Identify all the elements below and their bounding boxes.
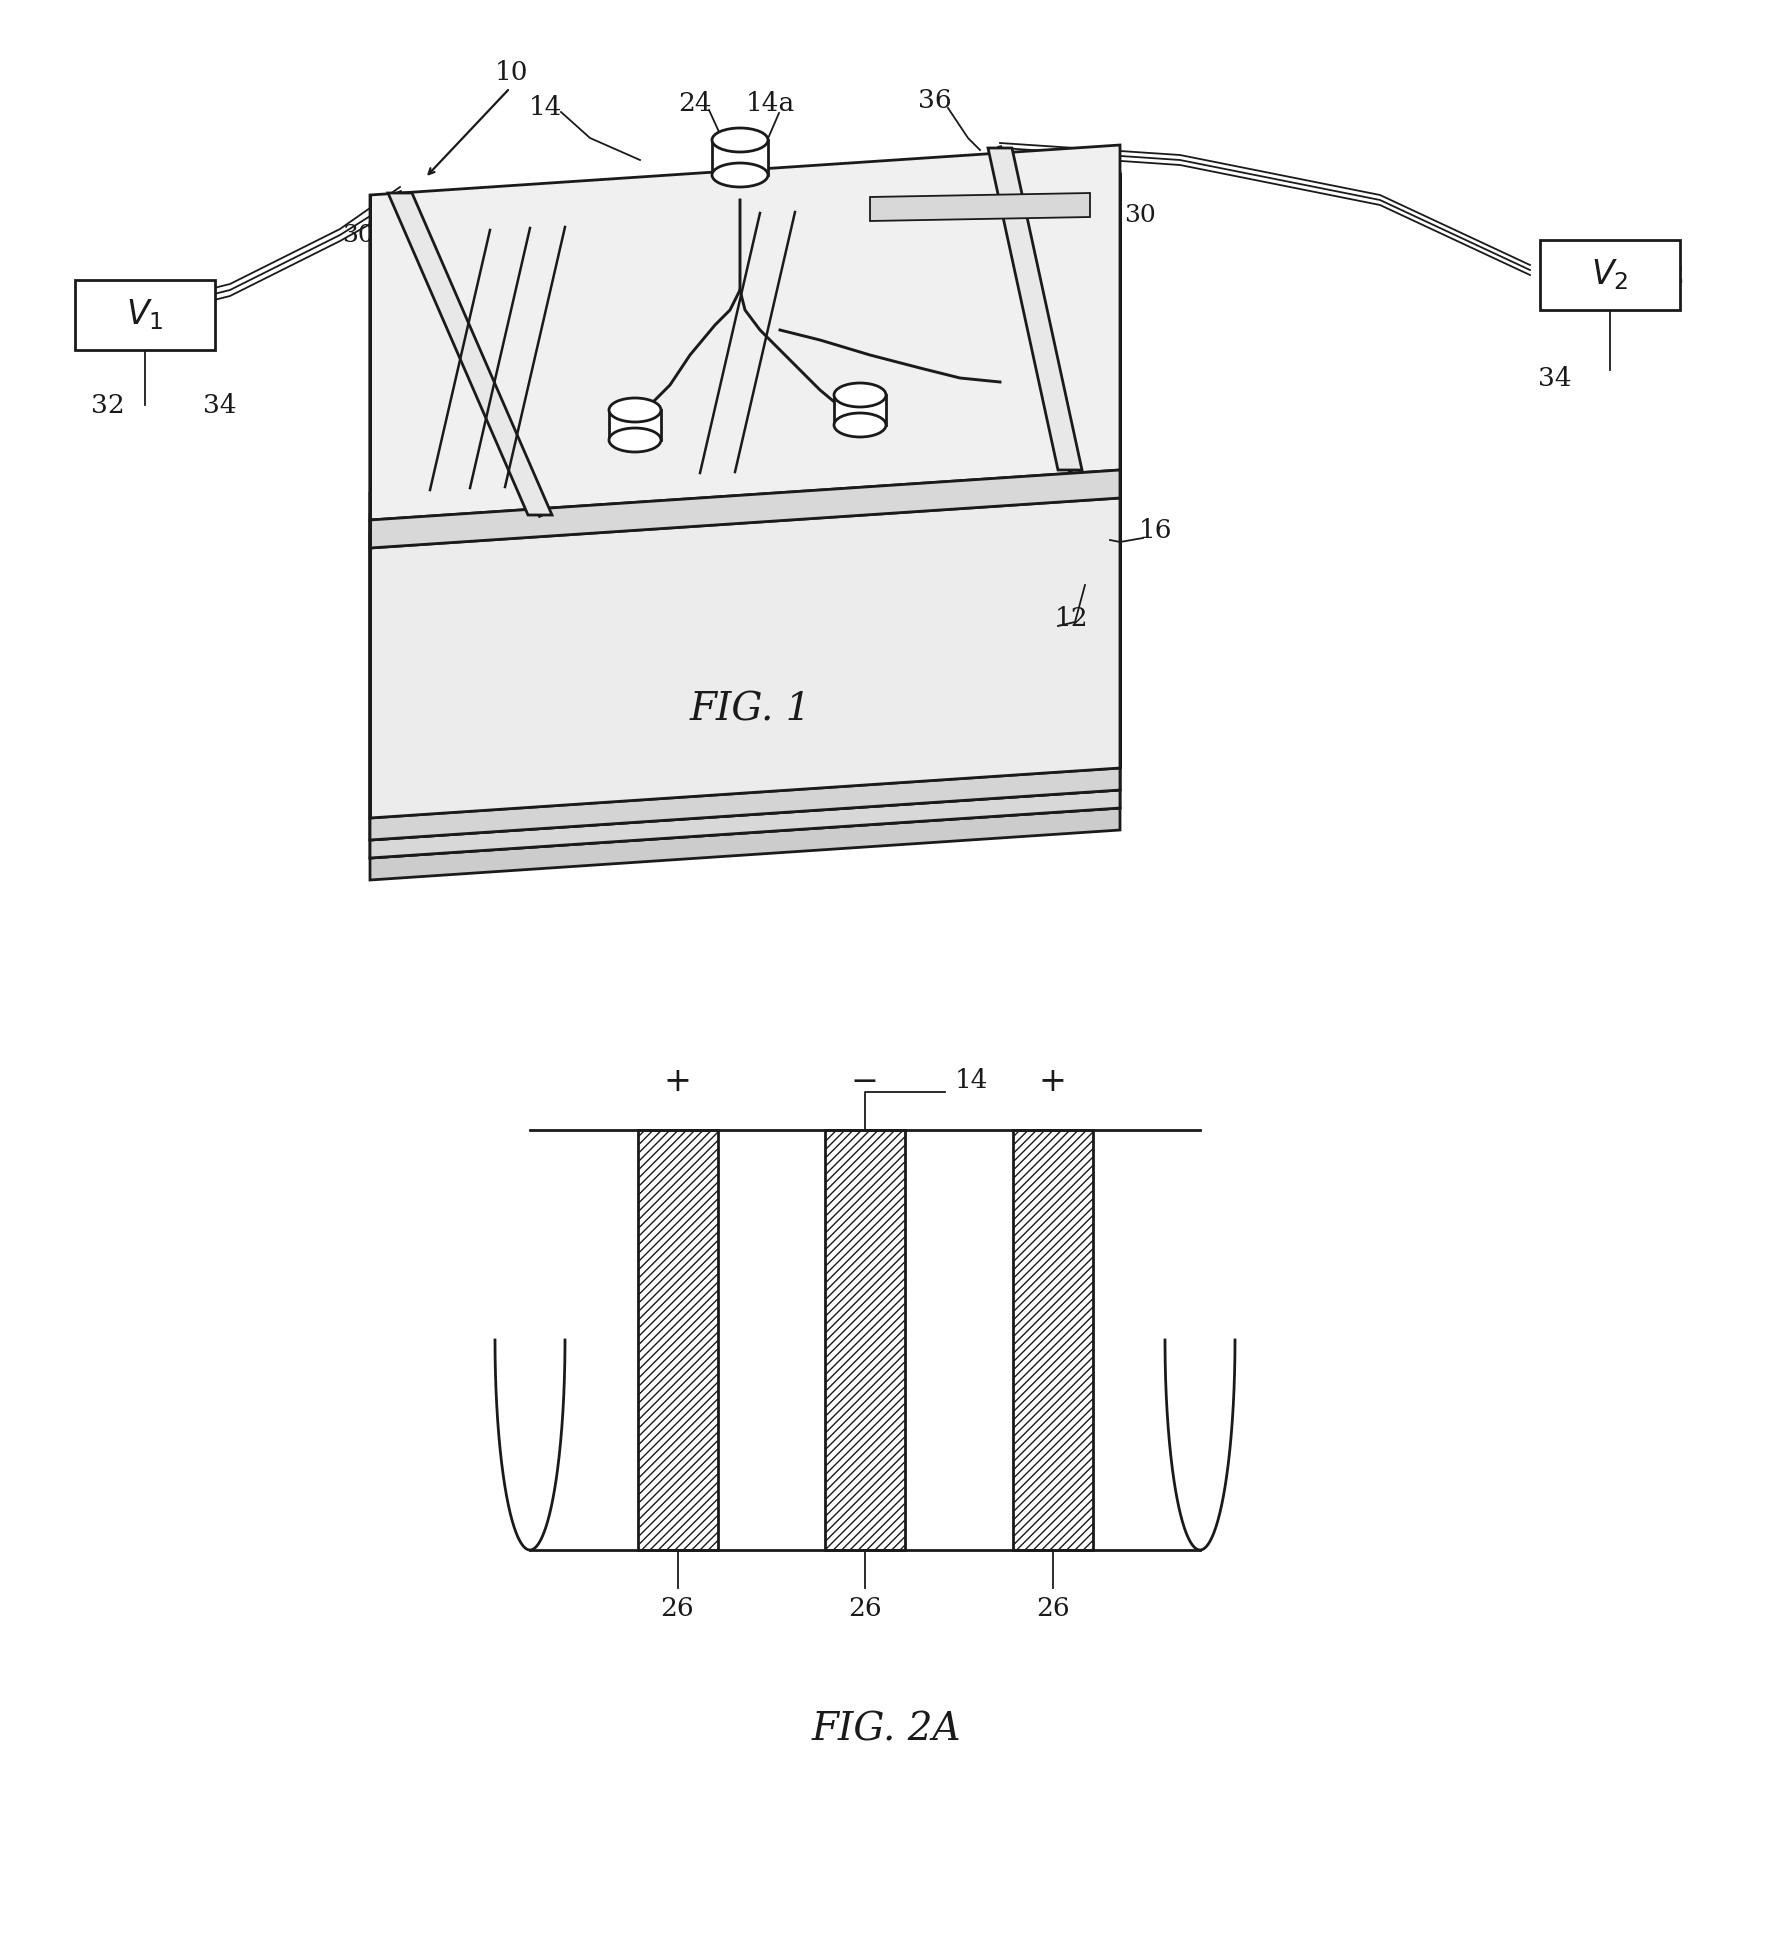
Text: 32: 32 bbox=[90, 393, 124, 418]
Polygon shape bbox=[371, 497, 1121, 819]
Text: 28: 28 bbox=[1064, 184, 1096, 207]
Text: 26: 26 bbox=[844, 244, 876, 267]
Polygon shape bbox=[371, 470, 1121, 548]
FancyBboxPatch shape bbox=[713, 139, 768, 174]
Polygon shape bbox=[371, 768, 1121, 840]
Text: $V_2$: $V_2$ bbox=[1592, 257, 1629, 292]
Text: 24: 24 bbox=[679, 91, 711, 116]
Text: 10: 10 bbox=[495, 60, 528, 85]
Text: 26: 26 bbox=[578, 257, 608, 279]
Text: 14: 14 bbox=[528, 95, 562, 120]
Ellipse shape bbox=[833, 383, 886, 406]
Text: FIG. 2A: FIG. 2A bbox=[812, 1711, 961, 1749]
Polygon shape bbox=[371, 443, 1121, 819]
Text: 26: 26 bbox=[847, 1596, 881, 1620]
FancyBboxPatch shape bbox=[608, 410, 661, 439]
FancyBboxPatch shape bbox=[833, 395, 886, 426]
Text: 26: 26 bbox=[784, 252, 816, 275]
Text: −: − bbox=[851, 1066, 879, 1097]
Text: 34: 34 bbox=[204, 393, 238, 418]
Polygon shape bbox=[371, 484, 1121, 857]
Text: 34: 34 bbox=[1539, 366, 1573, 391]
Text: 14: 14 bbox=[956, 1068, 989, 1093]
Polygon shape bbox=[988, 147, 1082, 470]
Text: 30: 30 bbox=[1124, 203, 1156, 226]
Text: $V_1$: $V_1$ bbox=[126, 298, 163, 333]
Bar bbox=[1541, 240, 1681, 310]
Text: 14a: 14a bbox=[745, 91, 794, 116]
Ellipse shape bbox=[608, 428, 661, 453]
Text: 28: 28 bbox=[622, 184, 654, 207]
Text: FIG. 1: FIG. 1 bbox=[690, 691, 810, 728]
Polygon shape bbox=[371, 172, 1121, 548]
Bar bbox=[1012, 1130, 1092, 1550]
Polygon shape bbox=[871, 194, 1090, 221]
Ellipse shape bbox=[608, 399, 661, 422]
Text: 16: 16 bbox=[1138, 517, 1172, 542]
Polygon shape bbox=[371, 789, 1121, 857]
Text: 32: 32 bbox=[1651, 263, 1684, 288]
Text: 26: 26 bbox=[661, 1596, 695, 1620]
Bar bbox=[74, 281, 215, 350]
Bar bbox=[824, 1130, 904, 1550]
Polygon shape bbox=[371, 809, 1121, 880]
Text: 18: 18 bbox=[567, 406, 599, 430]
Text: 26: 26 bbox=[718, 259, 750, 281]
Ellipse shape bbox=[833, 412, 886, 437]
Polygon shape bbox=[371, 464, 1121, 840]
Text: 14b: 14b bbox=[594, 381, 642, 404]
Text: 30: 30 bbox=[342, 224, 374, 246]
Bar bbox=[638, 1130, 718, 1550]
Text: +: + bbox=[1039, 1066, 1066, 1097]
Text: 18: 18 bbox=[878, 393, 910, 416]
Text: 12: 12 bbox=[1055, 606, 1089, 631]
Ellipse shape bbox=[713, 128, 768, 153]
Text: 26: 26 bbox=[637, 265, 668, 288]
Polygon shape bbox=[388, 194, 551, 515]
Ellipse shape bbox=[713, 163, 768, 188]
Text: 36: 36 bbox=[918, 87, 952, 112]
Text: 26: 26 bbox=[1035, 1596, 1069, 1620]
Text: —20: —20 bbox=[824, 350, 881, 373]
Text: 22: 22 bbox=[739, 451, 771, 474]
Text: +: + bbox=[663, 1066, 691, 1097]
Polygon shape bbox=[371, 145, 1121, 521]
